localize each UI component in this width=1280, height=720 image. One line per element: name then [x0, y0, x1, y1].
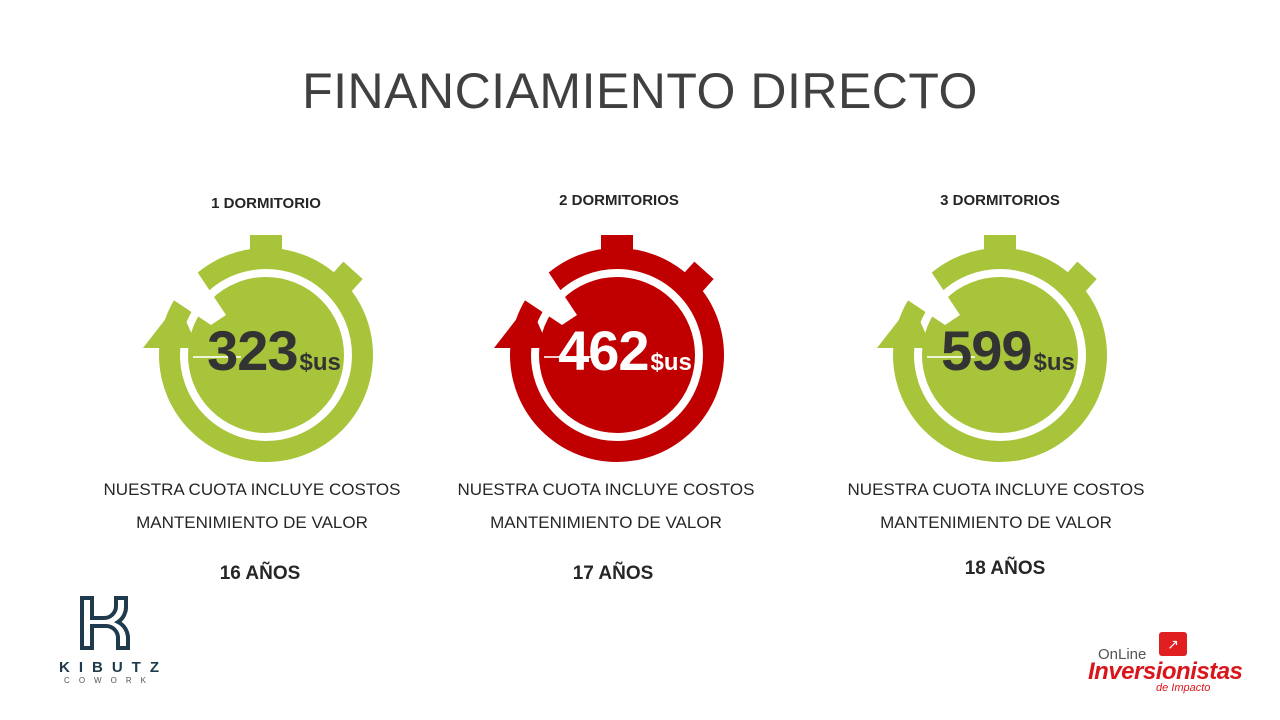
plan-2-currency: $us [650, 349, 692, 376]
stopwatch-side-button [331, 261, 363, 293]
plan-2-heading: 2 DORMITORIOS [559, 192, 679, 209]
plan-1-line2: MANTENIMIENTO DE VALOR [136, 513, 368, 532]
stopwatch-inner-ring [180, 269, 352, 441]
plan-2-years: 17 AÑOS [572, 563, 654, 584]
plan-2-amount: 462 [558, 319, 649, 382]
inversionistas-sub: de Impacto [1156, 682, 1211, 694]
stopwatch-inner-ring [531, 269, 703, 441]
chart-hand-icon: ↗ [1159, 632, 1187, 656]
plan-3-heading: 3 DORMITORIOS [940, 192, 1060, 209]
stopwatch-gap [517, 267, 577, 325]
stopwatch-arrow [877, 303, 932, 348]
stopwatch-side-button [682, 261, 714, 293]
stopwatch-gap [166, 267, 226, 325]
plan-3-line1: NUESTRA CUOTA INCLUYE COSTOS [847, 480, 1145, 499]
kibutz-k-icon [80, 596, 130, 650]
stopwatch-icon [143, 235, 373, 462]
plan-3-line2: MANTENIMIENTO DE VALOR [880, 513, 1112, 532]
stopwatch-inner-ring [914, 269, 1086, 441]
plan-1-amount: 323 [207, 319, 298, 382]
plan-3-amount: 599 [941, 319, 1032, 382]
plan-1-price: 323$us [144, 318, 404, 383]
plan-1-heading: 1 DORMITORIO [211, 195, 321, 212]
plan-2-line1: NUESTRA CUOTA INCLUYE COSTOS [457, 480, 755, 499]
stopwatch-arrow [494, 303, 549, 348]
kibutz-logo: KIBUTZ COWORK [50, 596, 160, 685]
plan-3-price: 599$us [878, 318, 1138, 383]
kibutz-name: KIBUTZ [59, 659, 168, 676]
inversionistas-name: Inversionistas [1088, 658, 1243, 685]
stopwatch-icon [877, 235, 1107, 462]
stopwatch-gap [900, 267, 960, 325]
plan-2-line2: MANTENIMIENTO DE VALOR [490, 513, 722, 532]
plan-1-years: 16 AÑOS [219, 563, 301, 584]
plan-3-years: 18 AÑOS [964, 558, 1046, 579]
stopwatch-icon [494, 235, 724, 462]
inversionistas-online: OnLine [1098, 646, 1147, 663]
plan-2-price: 462$us [495, 318, 755, 383]
plan-3-currency: $us [1033, 349, 1075, 376]
kibutz-sub: COWORK [64, 676, 155, 685]
stopwatch-side-button [1065, 261, 1097, 293]
stopwatch-arrow [143, 303, 198, 348]
plan-1-currency: $us [299, 349, 341, 376]
page-title: FINANCIAMIENTO DIRECTO [302, 63, 978, 119]
plan-1-line1: NUESTRA CUOTA INCLUYE COSTOS [103, 480, 401, 499]
